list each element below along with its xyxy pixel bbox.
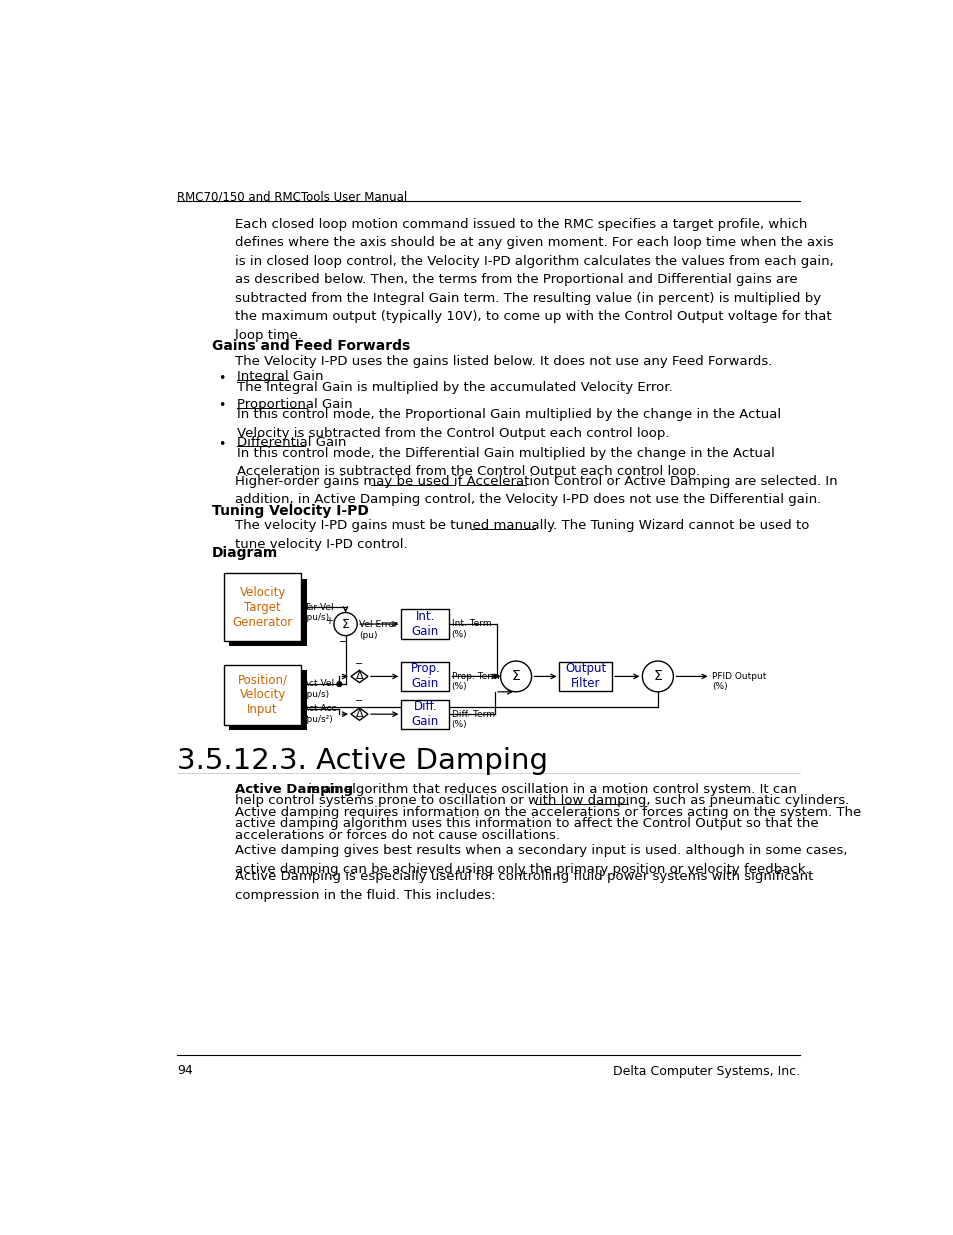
Text: active damping algorithm uses this information to affect the Control Output so t: active damping algorithm uses this infor… [235,818,819,830]
Text: Output
Filter: Output Filter [564,662,606,690]
Text: The Integral Gain is multiplied by the accumulated Velocity Error.: The Integral Gain is multiplied by the a… [236,380,672,394]
Text: The velocity I-PD gains must be tuned manually. The Tuning Wizard cannot be used: The velocity I-PD gains must be tuned ma… [235,520,809,551]
Bar [229,579,307,646]
Text: accelerations or forces do not cause oscillations.: accelerations or forces do not cause osc… [235,829,560,842]
Bar [224,573,301,641]
Text: 3.5.12.3. Active Damping: 3.5.12.3. Active Damping [177,747,548,776]
Text: Active damping gives best results when a secondary input is used. although in so: Active damping gives best results when a… [235,845,847,876]
Circle shape [500,661,531,692]
Text: Prop.
Gain: Prop. Gain [410,662,440,690]
Text: Int.
Gain: Int. Gain [412,610,438,638]
Text: Differential Gain: Differential Gain [236,436,346,450]
Text: Active Damping: Active Damping [235,783,354,795]
Text: −: − [355,658,363,668]
Text: In this control mode, the Proportional Gain multiplied by the change in the Actu: In this control mode, the Proportional G… [236,409,781,440]
Text: Gains and Feed Forwards: Gains and Feed Forwards [212,340,410,353]
Bar [229,671,307,730]
Text: Tar Vel
(pu/s): Tar Vel (pu/s) [303,603,333,622]
Text: Active Damping is especially useful for controlling fluid power systems with sig: Active Damping is especially useful for … [235,871,813,902]
Text: Higher-order gains may be used if Acceleration Control or Active Damping are sel: Higher-order gains may be used if Accele… [235,474,838,506]
Bar [401,609,449,638]
Text: Act Vel
(pu/s): Act Vel (pu/s) [303,679,334,699]
Text: The Velocity I-PD uses the gains listed below. It does not use any Feed Forwards: The Velocity I-PD uses the gains listed … [235,354,772,368]
Text: Active damping requires information on the accelerations or forces acting on the: Active damping requires information on t… [235,805,861,819]
Text: Each closed loop motion command issued to the RMC specifies a target profile, wh: Each closed loop motion command issued t… [235,217,833,342]
Text: 94: 94 [177,1065,193,1077]
Text: RMC70/150 and RMCTools User Manual: RMC70/150 and RMCTools User Manual [177,190,407,204]
Text: Act Acc
(pu/s²): Act Acc (pu/s²) [303,704,336,724]
Circle shape [641,661,673,692]
Text: Σ: Σ [511,669,520,683]
Circle shape [334,613,356,636]
Text: Diff. Term
(%): Diff. Term (%) [452,710,495,729]
Text: •: • [218,437,226,451]
Text: Diagram: Diagram [212,546,278,559]
Text: Velocity
Target
Generator: Velocity Target Generator [233,585,293,629]
Text: Proportional Gain: Proportional Gain [236,398,353,411]
Text: Delta Computer Systems, Inc.: Delta Computer Systems, Inc. [613,1065,800,1077]
Text: Δ: Δ [355,709,363,719]
Text: +: + [325,616,333,626]
Polygon shape [351,671,368,683]
Text: Tuning Velocity I-PD: Tuning Velocity I-PD [212,504,369,517]
Circle shape [336,682,341,687]
Text: Δ: Δ [355,672,363,682]
Bar [558,662,612,692]
Text: PFID Output
(%): PFID Output (%) [711,672,765,692]
Text: Vel Error
(pu): Vel Error (pu) [359,620,397,640]
Bar [401,699,449,729]
Text: Position/
Velocity
Input: Position/ Velocity Input [237,673,287,716]
Bar [401,662,449,692]
Text: is an algorithm that reduces oscillation in a motion control system. It can: is an algorithm that reduces oscillation… [303,783,796,795]
Text: help control systems prone to oscillation or with low damping, such as pneumatic: help control systems prone to oscillatio… [235,794,849,808]
Polygon shape [351,708,368,720]
Text: Int. Term
(%): Int. Term (%) [452,620,491,638]
Text: Prop. Term
(%): Prop. Term (%) [452,672,498,692]
Text: Σ: Σ [341,618,349,631]
Text: Integral Gain: Integral Gain [236,370,323,383]
Text: −: − [355,697,363,706]
Text: Diff.
Gain: Diff. Gain [412,700,438,729]
Text: •: • [218,372,226,384]
Text: •: • [218,399,226,412]
Bar [224,664,301,725]
Text: Σ: Σ [653,669,661,683]
Text: −: − [339,637,349,647]
Text: In this control mode, the Differential Gain multiplied by the change in the Actu: In this control mode, the Differential G… [236,447,774,478]
